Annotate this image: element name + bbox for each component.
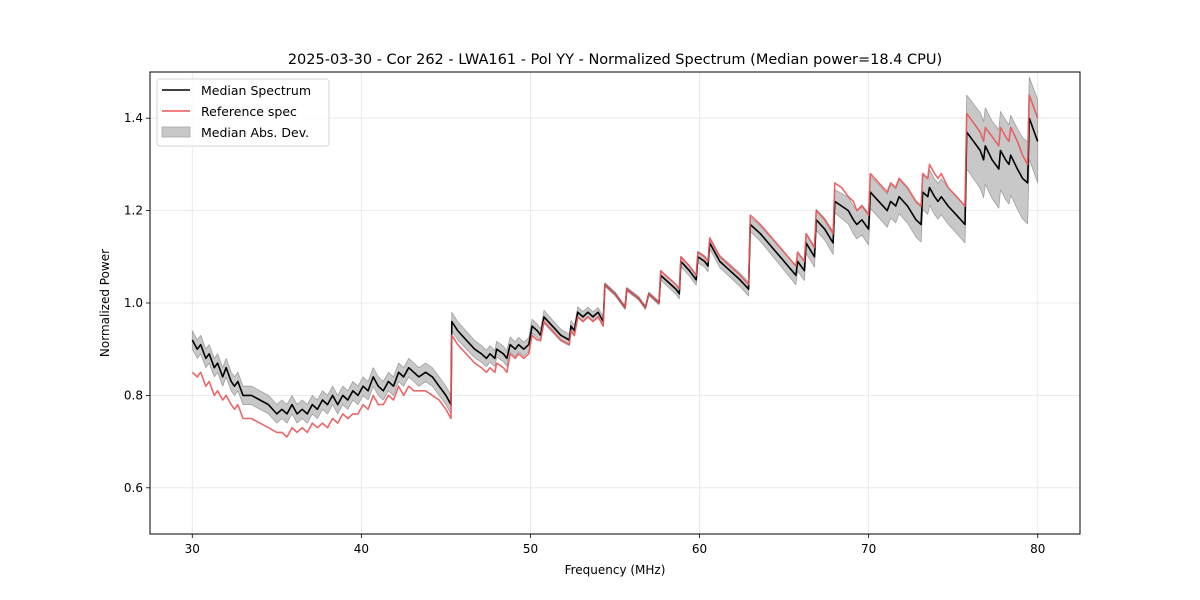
x-tick-label: 60	[692, 542, 707, 556]
legend-label-median: Median Spectrum	[201, 83, 311, 98]
x-axis-label: Frequency (MHz)	[565, 563, 666, 577]
legend-frame	[156, 78, 330, 147]
y-tick-label: 1.0	[124, 296, 143, 310]
legend-swatch-mad	[161, 126, 191, 138]
x-axis: 30 40 50 60 70 80	[185, 534, 1045, 556]
x-tick-label: 30	[185, 542, 200, 556]
y-tick-label: 1.2	[124, 204, 143, 218]
y-tick-label: 1.4	[124, 111, 143, 125]
x-tick-label: 80	[1030, 542, 1045, 556]
y-tick-label: 0.6	[124, 481, 143, 495]
mad-band	[191, 76, 1039, 424]
series-line-reference	[191, 94, 1039, 438]
x-tick-label: 70	[861, 542, 876, 556]
series-lines	[191, 94, 1039, 438]
x-tick-label: 40	[354, 542, 369, 556]
legend: Median Spectrum Reference spec Median Ab…	[156, 78, 330, 147]
y-axis-label: Normalized Power	[98, 249, 112, 357]
x-tick-label: 50	[523, 542, 538, 556]
mad-band-area	[191, 76, 1039, 424]
chart-title: 2025-03-30 - Cor 262 - LWA161 - Pol YY -…	[288, 52, 942, 68]
legend-label-reference: Reference spec	[201, 104, 297, 119]
y-tick-label: 0.8	[124, 388, 143, 402]
y-axis: 0.6 0.8 1.0 1.2 1.4	[124, 111, 150, 495]
legend-label-mad: Median Abs. Dev.	[201, 125, 309, 140]
